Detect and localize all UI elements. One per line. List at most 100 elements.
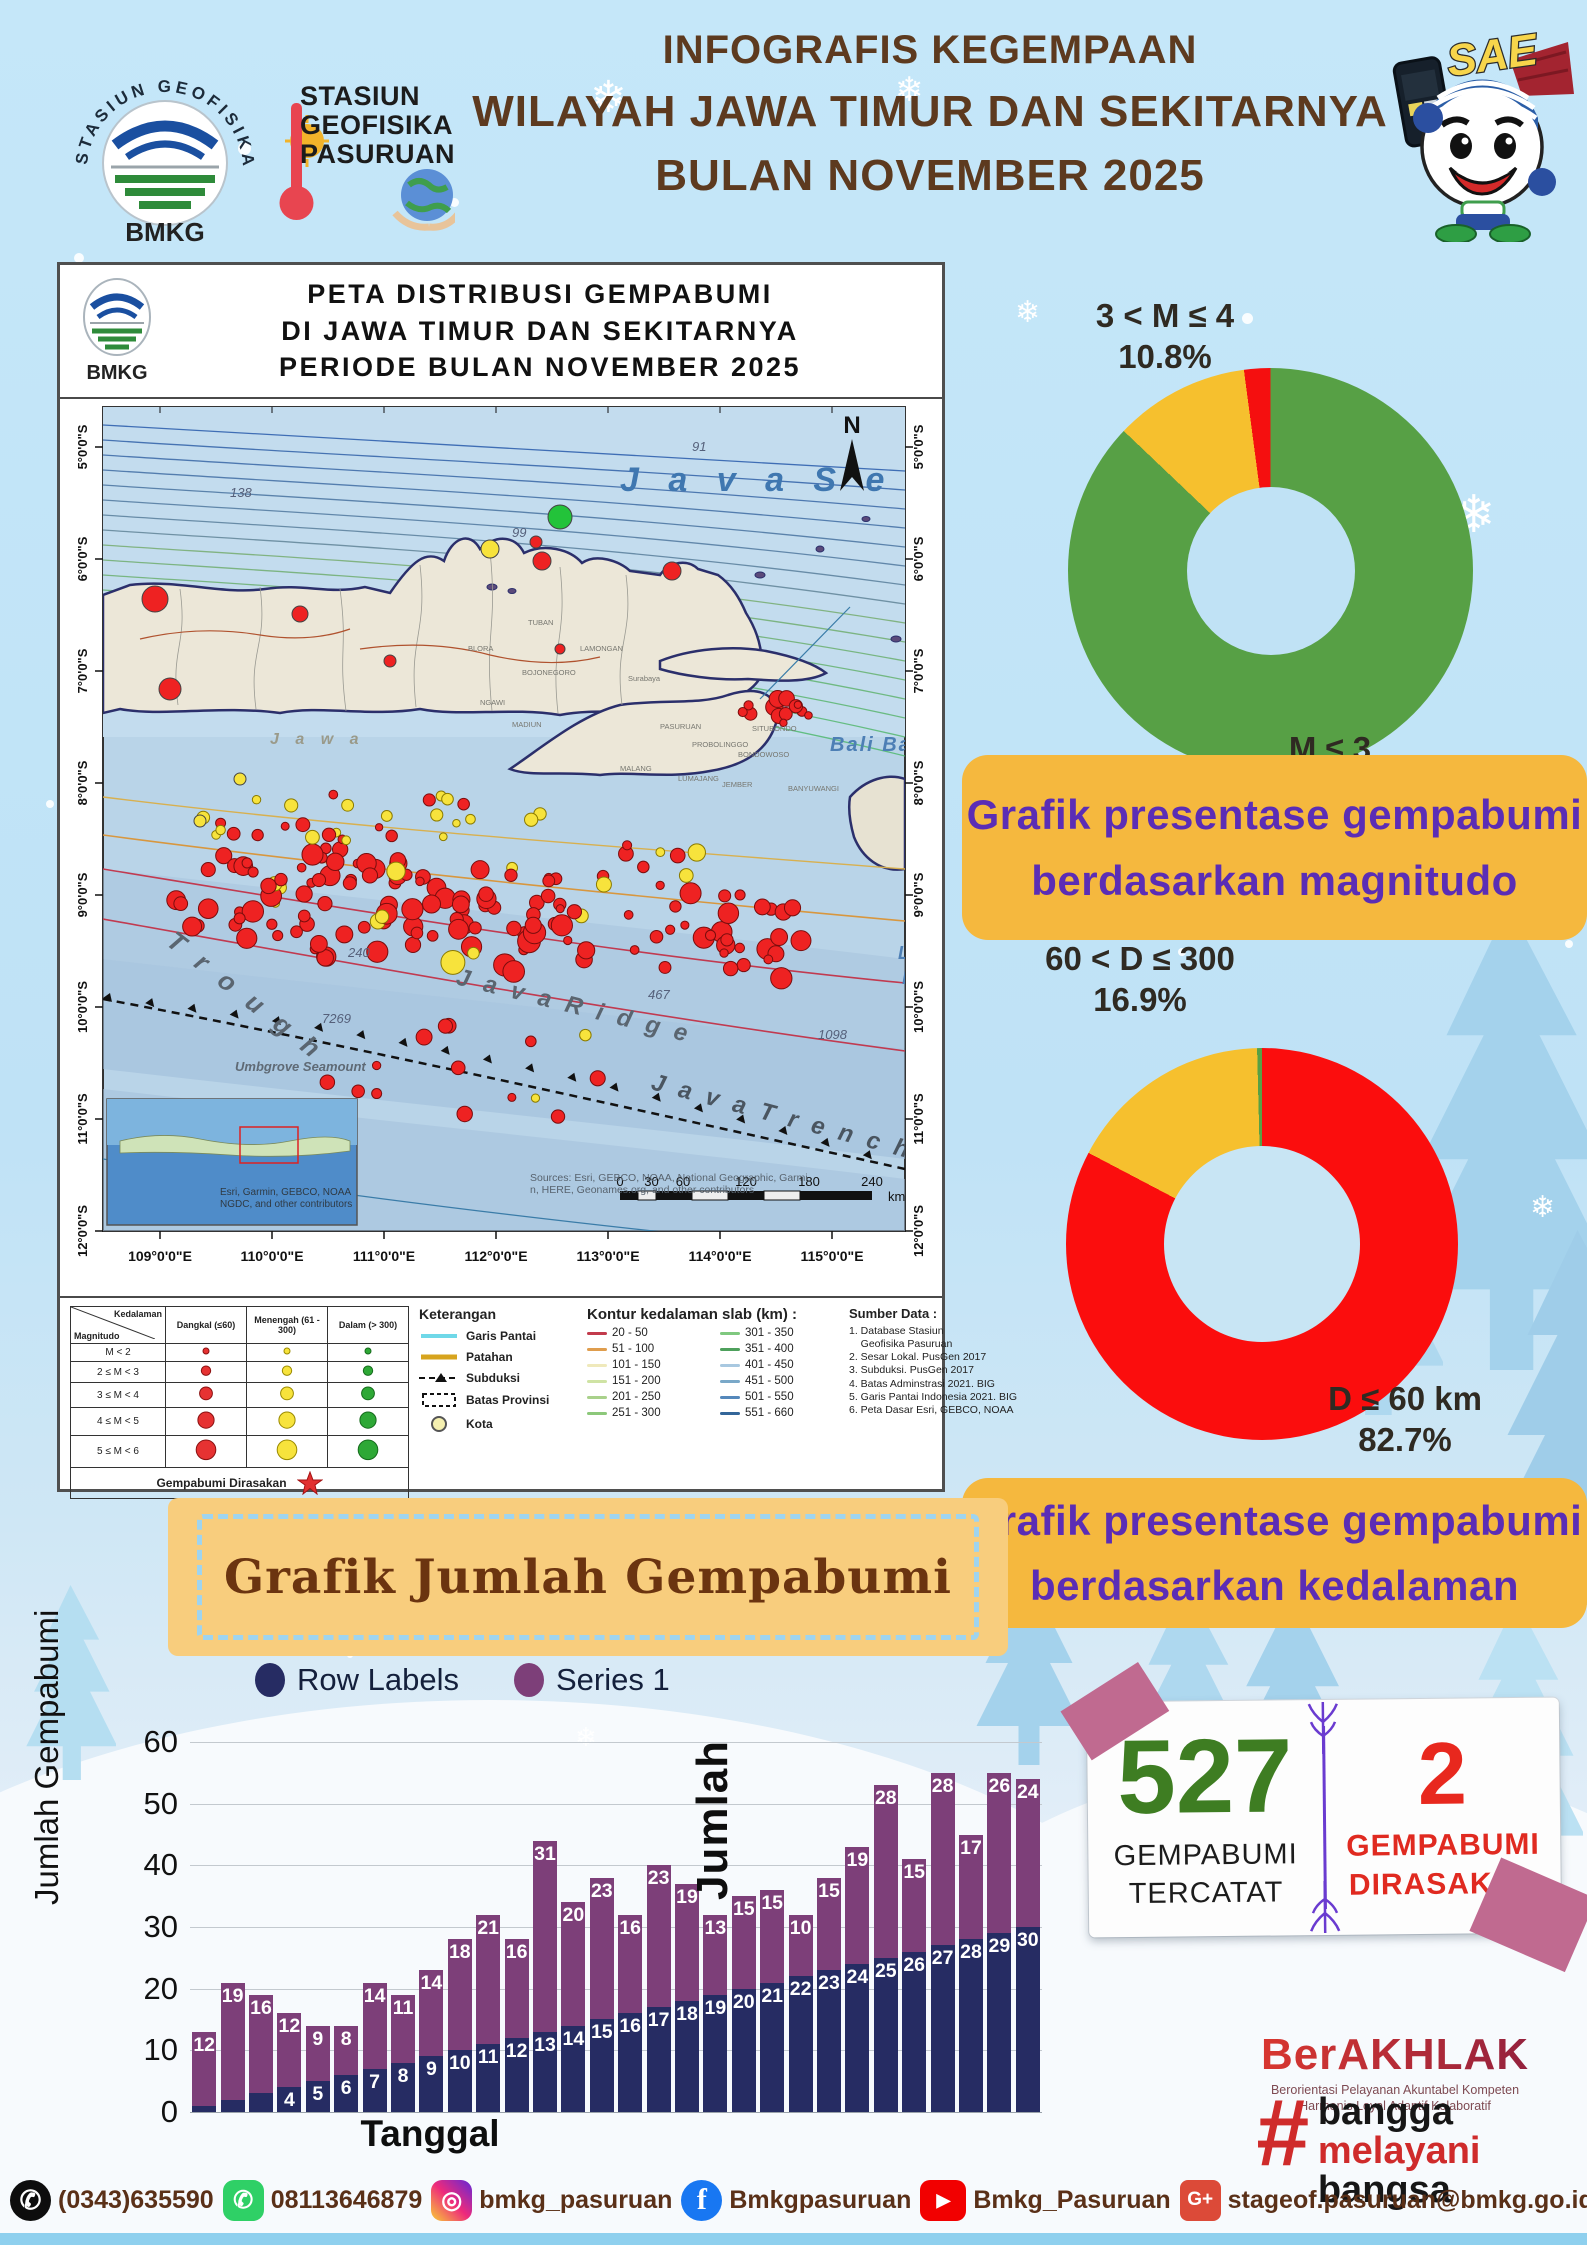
instagram-icon: ◎ <box>431 2179 473 2221</box>
facebook-icon: f <box>681 2179 723 2221</box>
recorded-count: 527 <box>1116 1717 1294 1837</box>
svg-text:1098: 1098 <box>818 1027 848 1042</box>
series1-value-label: 28 <box>874 1787 897 1810</box>
series1-segment: 19 <box>845 1846 870 1964</box>
day-value-label: 9 <box>425 2058 437 2081</box>
y-tick-label: 60 <box>143 1724 178 1759</box>
svg-text:10°0'0"S: 10°0'0"S <box>911 981 926 1033</box>
y-tick-label: 0 <box>160 2094 178 2129</box>
day-value-label: 5 <box>312 2083 324 2106</box>
svg-text:111°0'0"E: 111°0'0"E <box>353 1248 415 1264</box>
footer-contact-gplus[interactable]: G+ stageof.pasuruan@bmkg.go.id <box>1179 2179 1587 2221</box>
youtube-icon: ▶ <box>920 2179 967 2221</box>
title-line-3: BULAN NOVEMBER 2025 <box>655 151 1205 200</box>
page-title: INFOGRAFIS KEGEMPAAN WILAYAH JAWA TIMUR … <box>430 28 1430 201</box>
legend-item-row-labels: Row Labels <box>255 1662 459 1698</box>
svg-text:7269: 7269 <box>322 1011 351 1026</box>
source-item: 1. Database Stasiun <box>849 1325 944 1337</box>
stacked-bar: 19 24 <box>845 1846 870 2112</box>
svg-text:JEMBER: JEMBER <box>722 780 753 789</box>
svg-text:SITUBONDO: SITUBONDO <box>752 724 797 733</box>
row-labels-segment: 19 <box>703 1994 728 2112</box>
svg-text:6°0'0"S: 6°0'0"S <box>75 536 90 581</box>
row-labels-segment: 4 <box>277 2087 302 2112</box>
x-axis-title: Tanggal <box>360 2113 500 2154</box>
svg-text:BLORA: BLORA <box>468 644 493 653</box>
stacked-bar: 16 16 <box>618 1914 643 2112</box>
day-value-label: 10 <box>448 2052 471 2075</box>
series1-value-label: 12 <box>278 2015 301 2038</box>
sae-mascot: SAE <box>1382 22 1582 244</box>
magnitude-caption-plate: Grafik presentase gempabumi berdasarkan … <box>962 755 1587 940</box>
series1-segment: 28 <box>873 1785 898 1958</box>
row-labels-segment: 26 <box>902 1951 927 2112</box>
series1-segment: 10 <box>788 1914 813 1977</box>
svg-text:7°0'0"S: 7°0'0"S <box>911 648 926 693</box>
station-line: PASURUAN <box>300 139 456 170</box>
svg-text:8°0'0"S: 8°0'0"S <box>75 760 90 805</box>
series1-value-label: 16 <box>505 1941 528 1964</box>
day-value-label: 8 <box>397 2064 409 2087</box>
footer-contact-phone[interactable]: ✆ (0343)635590 <box>10 2179 214 2221</box>
svg-text:91: 91 <box>692 439 706 454</box>
series1-value-label: 23 <box>647 1867 670 1890</box>
snowflake-icon: ❄ <box>1015 296 1041 329</box>
depth-slice-label-red: D ≤ 60 km 82.7% <box>1328 1380 1482 1459</box>
stacked-bar: 15 20 <box>731 1896 756 2112</box>
station-line: GEOFISIKA <box>300 110 454 141</box>
source-item: 4. Batas Adminstrasi 2021. BIG <box>849 1377 995 1390</box>
snowflake-icon: ❄ <box>1530 1191 1556 1224</box>
row-labels-segment: 22 <box>788 1976 813 2112</box>
slab-range-item: 351 - 400 <box>720 1343 839 1355</box>
station-line: STASIUN <box>300 81 421 111</box>
magnitude-donut-chart <box>1068 368 1473 773</box>
series1-segment: 26 <box>987 1772 1012 1934</box>
row-labels-segment: 23 <box>817 1970 841 2112</box>
svg-text:PASURUAN: PASURUAN <box>660 722 701 731</box>
day-value-label: 27 <box>931 1947 954 1970</box>
y-tick-label: 50 <box>143 1785 178 1821</box>
keterangan-item: Subduksi <box>419 1371 577 1385</box>
whatsapp-icon: ✆ <box>222 2179 264 2221</box>
footer-contact-youtube[interactable]: ▶ Bmkg_Pasuruan <box>920 2179 1171 2221</box>
depth-slice-label-yellow: 60 < D ≤ 300 16.9% <box>1045 940 1235 1019</box>
stacked-bar: 23 15 <box>589 1877 614 2112</box>
source-item: Geofisika Pasuruan <box>849 1338 953 1351</box>
bottom-strip <box>0 2233 1587 2245</box>
svg-text:5°0'0"S: 5°0'0"S <box>75 424 90 469</box>
footer-contact-instagram[interactable]: ◎ bmkg_pasuruan <box>431 2179 672 2221</box>
footer-contact-whatsapp[interactable]: ✆ 08113646879 <box>222 2179 423 2221</box>
footer-contact-facebook[interactable]: f Bmkgpasuruan <box>681 2179 911 2221</box>
svg-text:BOJONEGORO: BOJONEGORO <box>522 668 576 677</box>
footer-contact-label: 08113646879 <box>270 2185 423 2214</box>
svg-text:30: 30 <box>644 1174 658 1189</box>
stacked-bar: 15 26 <box>902 1859 927 2112</box>
phone-icon: ✆ <box>10 2179 51 2221</box>
svg-text:TUBAN: TUBAN <box>528 618 553 627</box>
slab-range-item: 101 - 150 <box>587 1359 706 1371</box>
stacked-bar: 21 11 <box>476 1914 501 2112</box>
slab-contour-legend: Kontur kedalaman slab (km) : 20 - 50 301 … <box>587 1306 839 1486</box>
title-line-2: WILAYAH JAWA TIMUR DAN SEKITARNYA <box>472 87 1388 136</box>
series1-value-label: 19 <box>221 1984 244 2007</box>
keterangan-item: Garis Pantai <box>421 1329 537 1343</box>
svg-text:109°0'0"E: 109°0'0"E <box>128 1248 192 1264</box>
svg-text:9°0'0"S: 9°0'0"S <box>75 872 90 917</box>
series1-segment: 19 <box>220 1982 245 2100</box>
statistics-card: 527 GEMPABUMI TERCATAT 2 GEMPABUMI DIRAS… <box>1060 1661 1587 1973</box>
series1-value-label: 23 <box>590 1879 613 1902</box>
svg-text:12°0'0"S: 12°0'0"S <box>75 1205 90 1257</box>
magnitude-slice-label-yellow: 3 < M ≤ 4 10.8% <box>1095 297 1235 376</box>
series1-value-label: 18 <box>448 1941 471 1964</box>
svg-text:Surabaya: Surabaya <box>628 674 661 683</box>
slab-range-item: 251 - 300 <box>587 1407 706 1419</box>
svg-text:11°0'0"S: 11°0'0"S <box>75 1093 90 1145</box>
keterangan-item: Patahan <box>421 1350 513 1364</box>
series1-value-label: 24 <box>1016 1781 1039 1803</box>
series1-segment: 17 <box>959 1834 983 1940</box>
svg-text:60: 60 <box>676 1174 690 1189</box>
day-value-label: 19 <box>704 1996 727 2019</box>
series1-value-label: 26 <box>988 1774 1011 1797</box>
series1-segment: 12 <box>192 2031 217 2106</box>
